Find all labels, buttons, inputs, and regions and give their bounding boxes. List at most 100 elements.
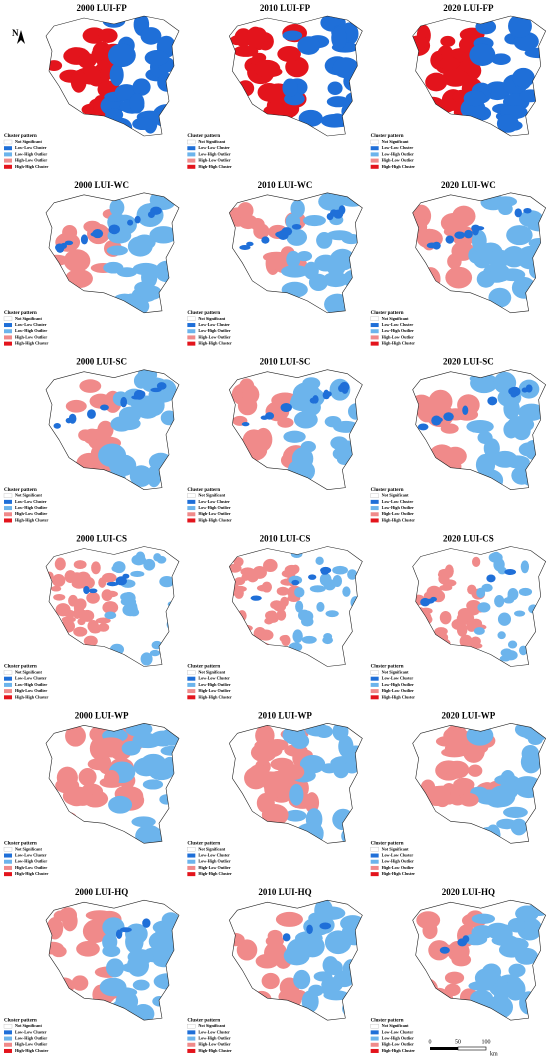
cluster-patch [105,958,125,978]
legend-swatch [4,682,12,687]
cluster-patch [515,905,539,922]
cluster-patch [277,417,294,428]
cluster-patch [422,448,445,465]
legend-swatch [187,853,196,858]
legend-label: Low-High Outlier [198,505,230,510]
legend-label: Low-Low Cluster [198,1029,230,1034]
cluster-patch [91,561,101,575]
legend-swatch [4,518,12,523]
legend-label: Not Significant [198,316,225,321]
cluster-patch [246,241,254,247]
legend-swatch [370,329,379,334]
cluster-patch [116,267,138,278]
cluster-patch [322,636,333,645]
cluster-patch [514,208,522,218]
legend-swatch [187,859,196,864]
cluster-patch [167,601,178,608]
cluster-patch [273,602,287,612]
cluster-patch [101,589,113,602]
legend-label: Low-High Outlier [198,328,230,333]
cluster-patch [106,245,128,256]
legend-swatch [370,872,379,877]
cluster-patch [471,925,494,939]
map [412,192,547,314]
cluster-patch [426,242,438,249]
cluster-patch [148,931,173,952]
cluster-patch [131,816,156,828]
legend-title: Cluster pattern [371,841,404,846]
cluster-patch [474,968,498,988]
cluster-patch [140,27,162,45]
scale-tick: 0 [429,1039,432,1045]
cluster-patch [503,806,528,818]
cluster-patch [119,927,132,933]
legend-swatch [370,1042,379,1047]
cluster-patch [447,253,462,270]
cluster-patch [309,585,326,593]
legend-label: Low-Low Cluster [15,853,47,858]
cluster-patch [58,811,77,824]
legend-label: High-High Cluster [382,871,416,876]
cluster-patch [497,612,512,626]
cluster-patch [338,205,346,215]
cluster-patch [519,89,542,103]
cluster-patch [132,979,150,991]
legend-swatch [4,506,12,511]
cluster-patches [412,194,546,308]
legend-title: Cluster pattern [4,1018,37,1023]
cluster-patch [261,581,273,593]
cluster-patch [488,552,503,563]
cluster-patch [420,267,441,291]
cluster-patch [261,972,280,990]
cluster-patch [322,271,349,288]
cluster-patch [109,63,124,87]
legend-swatch [187,512,196,517]
legend-label: Low-Low Cluster [15,499,47,504]
cluster-patch [277,46,301,62]
cluster-patch [51,945,67,958]
legend-title: Cluster pattern [187,841,220,846]
panel-title: 2020 LUI-SC [443,357,494,367]
legend-label: Not Significant [382,316,409,321]
cluster-patch [276,586,290,596]
cluster-patch [325,610,339,618]
legend-swatch [370,512,379,517]
cluster-patch [156,382,167,390]
legend-swatch [370,1048,379,1053]
legend-label: Not Significant [198,139,225,144]
legend-swatch [3,1024,13,1029]
legend-swatch [187,316,196,321]
cluster-patch [430,596,437,602]
panel-title: 2000 LUI-HQ [75,887,128,897]
legend-title: Cluster pattern [4,134,37,139]
cluster-patch [260,415,269,420]
cluster-patch [149,649,161,657]
cluster-patches [412,723,546,843]
cluster-patch [130,570,145,578]
cluster-patch [98,28,118,43]
cluster-patch [153,950,176,966]
legend-swatch [4,499,12,504]
cluster-patch [132,262,160,276]
cluster-patch [73,560,87,570]
cluster-patch [254,427,273,452]
legend-swatch [370,335,379,340]
cluster-patch [229,275,253,296]
cluster-patch [412,263,426,277]
cluster-patch [159,728,179,746]
cluster-patch [143,558,156,571]
cluster-patch [326,96,350,108]
map-outline [228,723,363,844]
cluster-patch [109,199,125,217]
cluster-patch [332,57,359,79]
cluster-patch [92,229,104,239]
legend-swatch [3,493,13,498]
cluster-patch [120,597,137,607]
cluster-patch [241,573,250,581]
panel-title: 2000 LUI-SC [76,357,127,367]
cluster-patch [236,80,255,97]
cluster-patch [440,35,456,47]
cluster-patch [309,397,318,404]
